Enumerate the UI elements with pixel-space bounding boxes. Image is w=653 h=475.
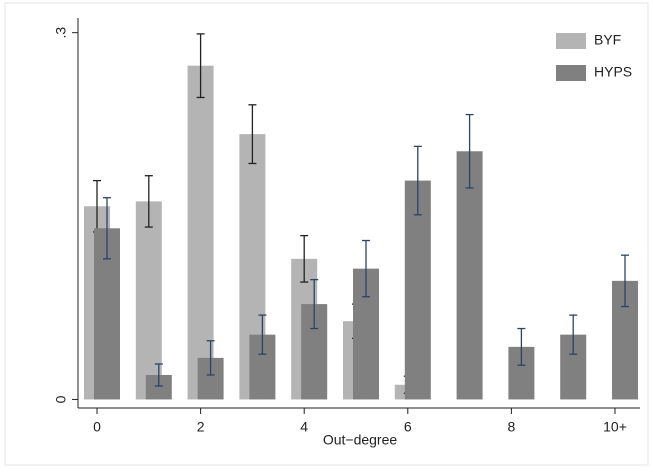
legend-swatch [556,65,586,81]
error-bar [465,113,474,189]
x-axis-label: Out−degree [323,432,398,448]
error-bar [310,278,319,330]
legend-label: HYPS [594,64,632,80]
legend-label: BYF [594,32,621,48]
error-bar [362,239,370,298]
x-tick-label: 8 [508,419,516,435]
y-tick-label: .3 [53,27,69,39]
error-bar [258,314,267,355]
x-tick-label: 4 [300,419,308,435]
bar [135,201,162,400]
error-bar [300,234,309,283]
x-tick-label: 6 [404,419,412,435]
x-tick-label: 0 [93,419,101,435]
error-bar [206,340,215,376]
error-bar [621,254,629,308]
y-tick-label: 0 [53,395,69,403]
bar [456,151,483,400]
error-bar [413,145,422,216]
bar [187,65,214,400]
bar [404,180,431,400]
error-bar [196,33,205,99]
x-tick-label: 10+ [603,419,627,435]
legend-swatch [556,33,586,49]
error-bar [569,314,578,355]
x-tick-label: 2 [197,419,205,435]
error-bar [144,175,153,228]
error-bar [103,197,111,260]
error-bar [517,327,526,366]
error-bar [248,104,257,165]
error-bar [154,363,163,387]
